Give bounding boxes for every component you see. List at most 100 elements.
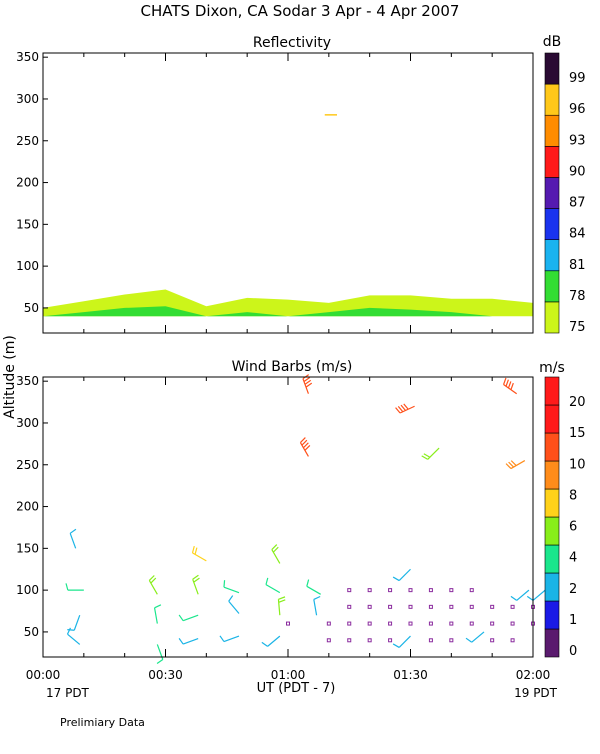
colorbar-swatch [544,516,560,546]
wind-barb [395,403,415,414]
wind-barb [69,528,77,549]
wind-barb [510,589,530,601]
colorbar-label: 0 [569,644,577,659]
barb-flag [392,576,400,582]
barb-flag [178,614,184,622]
colorbar-label: 81 [569,258,586,273]
barb-shaft [182,638,199,645]
barb-shaft [516,589,530,601]
barb-flag [505,379,509,387]
y-tick-label: 150 [16,217,39,231]
barb-shaft [532,589,546,601]
calm-point [408,604,413,609]
barb-flag [465,637,473,643]
barb-shaft [223,635,240,643]
y-tick-label: 200 [16,176,39,190]
x-tick-label: 02:00 [516,668,551,682]
barb-flag [403,403,409,410]
colorbar-label: 78 [569,289,586,304]
wind-barb [66,627,81,645]
wind-title: Wind Barbs (m/s) [232,359,353,375]
barb-flag [510,382,514,390]
colorbar-label: 6 [569,520,577,535]
wind-barb [526,589,546,601]
wind-barb [191,545,207,562]
colorbar-label: 90 [569,164,586,179]
wind-barb [192,574,200,595]
barb-flag [228,595,234,602]
calm-point [510,604,515,609]
x-tick-label: 00:00 [26,668,61,682]
barb-flag [302,442,309,449]
calm-point [388,621,393,626]
wind-barb [265,577,281,594]
y-tick-label: 50 [24,625,39,639]
wind-barb [261,635,281,647]
wind-barb [277,596,286,616]
barb-flag [278,599,286,603]
calm-point [449,638,454,643]
colorbar-swatch [544,460,560,490]
calm-point [367,621,372,626]
colorbar-swatch [544,404,560,434]
colorbar-swatch [544,83,560,116]
reflectivity-band-78 [43,306,533,317]
barb-flag [69,528,77,534]
wind-barb [502,377,518,395]
barb-flag [223,580,226,588]
barb-flag [156,659,164,665]
colorbar-label: 93 [569,133,586,148]
wind-barb [421,447,440,460]
barb-flag [507,381,512,389]
calm-point [490,638,495,643]
calm-point [408,621,413,626]
barb-shaft [228,600,240,614]
wind-barb [65,583,84,591]
barb-flag [272,546,279,553]
barb-flag [313,595,321,600]
x-axis-right-sub: 19 PDT [514,686,558,700]
barb-flag [304,444,311,451]
barb-flag [400,404,406,411]
barb-shaft [471,631,485,643]
colorbar-label: 75 [569,320,586,335]
colorbar-label: 84 [569,227,586,242]
wind-barb [178,614,199,622]
barb-flag [154,604,162,609]
barb-flag [304,379,312,385]
x-tick-label: 00:30 [148,668,183,682]
wind-barb [302,374,313,394]
calm-point [469,604,474,609]
calm-point [428,604,433,609]
calm-point [347,588,352,593]
colorbar-label: 87 [569,196,586,211]
colorbar-label: 2 [569,582,577,597]
calm-point [347,621,352,626]
y-tick-label: 50 [24,301,39,315]
barb-shaft [223,586,240,594]
reflectivity-title: Reflectivity [253,35,331,51]
wind-barb [313,595,321,616]
y-tick-label: 300 [16,416,39,430]
barb-shaft [398,635,411,648]
barb-flag [303,376,311,382]
wind-barb [153,604,162,624]
wind-barb [392,568,411,582]
wind-barb [156,644,164,665]
colorbar-swatch [544,52,560,85]
calm-point [428,638,433,643]
wind-barb [271,544,281,564]
barb-flag [67,629,75,631]
colorbar-swatch [544,488,560,518]
barb-flag [510,460,517,467]
barb-flag [306,579,310,587]
barb-shaft [153,607,158,624]
calm-point [510,638,515,643]
barb-flag [421,455,429,460]
wind-barb [465,631,485,643]
calm-point [367,588,372,593]
barb-shaft [265,584,281,594]
barb-flag [261,641,268,647]
calm-point [388,588,393,593]
